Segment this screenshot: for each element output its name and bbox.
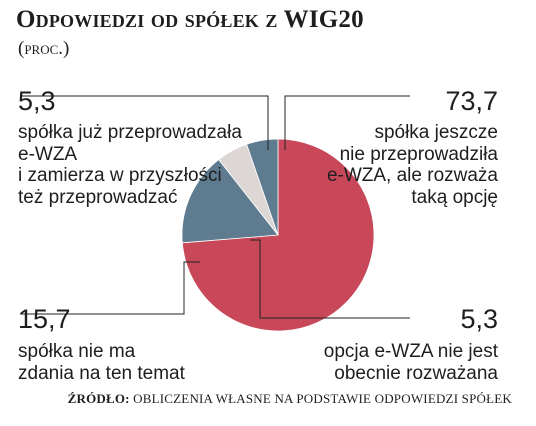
value-label-top-right: 73,7: [445, 86, 498, 116]
leader-line-top-left: [20, 95, 269, 150]
annotation-line: zdania na ten temat: [18, 362, 185, 384]
source-label: ŹRÓDŁO:: [67, 391, 130, 406]
annotation-line: spółka jeszcze: [374, 122, 498, 143]
chart-title: Odpowiedzi od spółek z WIG20: [16, 6, 364, 33]
annotation-top-left: spółka już przeprowadzała e-WZA i zamier…: [18, 122, 242, 208]
pie-slice: [181, 158, 279, 244]
leader-line-bottom-right: [250, 239, 410, 319]
leader-line-bottom-left: [20, 261, 200, 315]
annotation-line: nie przeprowadziła: [339, 143, 498, 165]
annotation-top-right: spółka jeszcze nie przeprowadziła e-WZA,…: [327, 122, 498, 208]
leader-line-top-right: [284, 95, 410, 150]
value-label-top-left: 5,3: [18, 86, 56, 116]
annotation-line: spółka nie ma: [18, 341, 136, 362]
annotation-bottom-right: opcja e-WZA nie jest obecnie rozważana: [324, 341, 498, 384]
annotation-line: e-WZA, ale rozważa: [326, 165, 498, 186]
annotation-line: e-WZA: [18, 143, 78, 165]
annotation-line: i zamierza w przyszłości: [18, 165, 222, 186]
annotation-line: taką opcję: [411, 186, 498, 208]
pie-slice: [246, 138, 279, 236]
value-label-bottom-right: 5,3: [460, 304, 498, 334]
annotation-line: obecnie rozważana: [334, 362, 498, 384]
value-label-bottom-left: 15,7: [18, 304, 71, 334]
source-text: OBLICZENIA WŁASNE NA PODSTAWIE ODPOWIEDZ…: [133, 391, 512, 406]
annotation-line: spółka już przeprowadzała: [18, 122, 242, 143]
annotation-line: też przeprowadzać: [18, 186, 178, 208]
chart-subtitle: (proc.): [18, 38, 70, 59]
source-note: ŹRÓDŁO: OBLICZENIA WŁASNE NA PODSTAWIE O…: [68, 391, 512, 407]
annotation-bottom-left: spółka nie ma zdania na ten temat: [18, 341, 185, 384]
annotation-line: opcja e-WZA nie jest: [323, 341, 498, 362]
